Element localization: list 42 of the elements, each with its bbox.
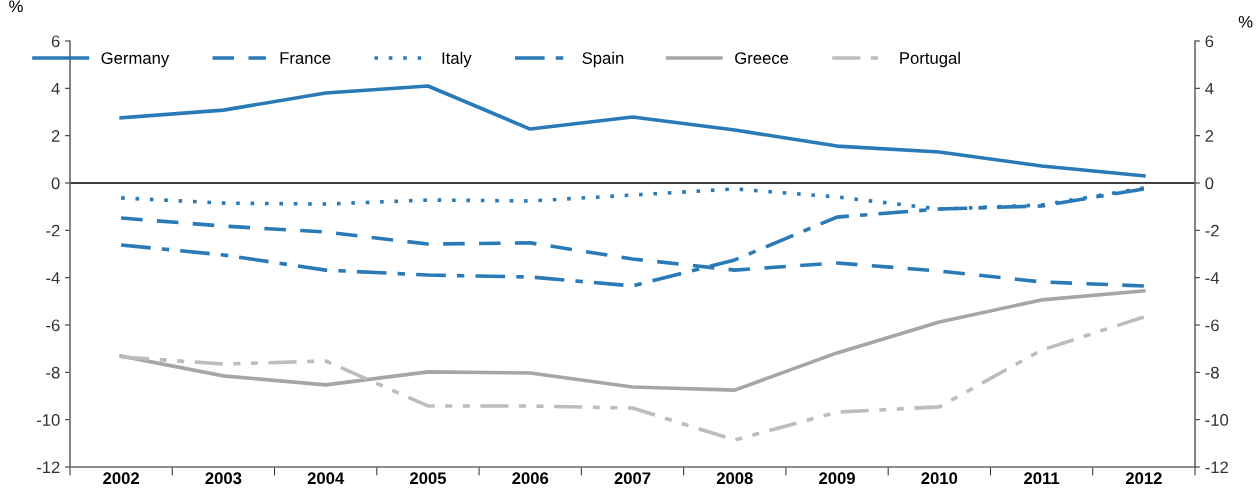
legend-label: Spain xyxy=(582,51,624,68)
x-tick-label: 2008 xyxy=(716,472,753,485)
x-tick-label: 2002 xyxy=(103,472,140,485)
y2-axis-title: % xyxy=(1238,15,1253,28)
x-tick-label: 2006 xyxy=(512,472,549,485)
y-tick-label: -10 xyxy=(36,414,60,426)
legend-label: Italy xyxy=(442,51,472,68)
y2-tick-label: -12 xyxy=(1205,461,1228,474)
line-series xyxy=(119,315,1146,442)
legend-label: Greece xyxy=(735,52,789,64)
x-tick-label: 2003 xyxy=(205,472,242,485)
y2-tick-label: 0 xyxy=(1205,177,1214,190)
y-axis-title: % xyxy=(9,0,23,13)
y2-tick-label: -8 xyxy=(1205,366,1219,379)
x-tick-label: 2012 xyxy=(1125,472,1162,485)
x-tick-label: 2007 xyxy=(614,472,651,485)
legend-label: Germany xyxy=(101,52,170,68)
y2-tick-label: -4 xyxy=(1205,272,1220,284)
y-tick-label: -2 xyxy=(46,224,60,237)
y-tick-label: 0 xyxy=(51,177,60,190)
y2-tick-label: -10 xyxy=(1205,414,1229,426)
y-tick-label: -6 xyxy=(46,319,60,332)
y-tick-label: 2 xyxy=(51,130,60,142)
y2-tick-label: 2 xyxy=(1205,130,1214,142)
x-tick-label: 2005 xyxy=(410,472,447,485)
x-tick-label: 2010 xyxy=(921,472,958,485)
x-tick-label: 2011 xyxy=(1024,472,1060,485)
y2-tick-label: 4 xyxy=(1205,82,1214,95)
y2-tick-label: -6 xyxy=(1205,319,1219,332)
y-tick-label: -4 xyxy=(46,272,60,284)
line-series xyxy=(119,289,1146,392)
legend-label: Portugal xyxy=(900,51,960,68)
y-tick-label: 6 xyxy=(51,35,60,48)
line-series xyxy=(119,84,1146,178)
y2-tick-label: 6 xyxy=(1205,35,1214,48)
y-tick-label: 4 xyxy=(51,82,60,95)
legend-label: France xyxy=(280,52,331,64)
y-tick-label: -12 xyxy=(36,461,60,474)
x-tick-label: 2009 xyxy=(819,472,855,485)
y2-tick-label: -2 xyxy=(1205,224,1219,237)
y-tick-label: -8 xyxy=(46,366,60,379)
x-tick-label: 2004 xyxy=(307,472,345,485)
